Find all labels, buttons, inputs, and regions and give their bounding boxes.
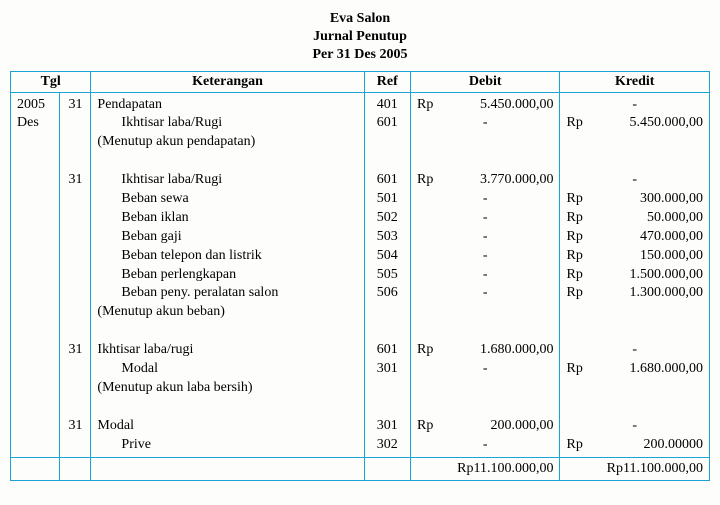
title-line1: Eva Salon [10, 10, 710, 28]
day-cell: 31 31 31 31 [60, 92, 91, 458]
title-line3: Per 31 Des 2005 [10, 46, 710, 64]
total-ref [364, 458, 410, 481]
header-row: Tgl Keterangan Ref Debit Kredit [11, 71, 710, 92]
header-tgl: Tgl [11, 71, 91, 92]
header-ref: Ref [364, 71, 410, 92]
header-debit: Debit [411, 71, 560, 92]
year-cell: 2005Des [11, 92, 60, 458]
debit-cell: Rp5.450.000,00- Rp3.770.000,00------ Rp1… [411, 92, 560, 458]
desc-cell: PendapatanIkhtisar laba/Rugi(Menutup aku… [91, 92, 364, 458]
total-day [60, 458, 91, 481]
header-ket: Keterangan [91, 71, 364, 92]
total-kredit: Rp11.100.000,00 [560, 458, 710, 481]
kredit-cell: -Rp5.450.000,00 -Rp300.000,00Rp50.000,00… [560, 92, 710, 458]
ref-cell: 401601 601501502503504505506 601301 3013… [364, 92, 410, 458]
title-block: Eva Salon Jurnal Penutup Per 31 Des 2005 [10, 10, 710, 65]
header-kredit: Kredit [560, 71, 710, 92]
total-debit: Rp11.100.000,00 [411, 458, 560, 481]
journal-table: Tgl Keterangan Ref Debit Kredit 2005Des3… [10, 71, 710, 482]
total-year [11, 458, 60, 481]
title-line2: Jurnal Penutup [10, 28, 710, 46]
total-desc [91, 458, 364, 481]
